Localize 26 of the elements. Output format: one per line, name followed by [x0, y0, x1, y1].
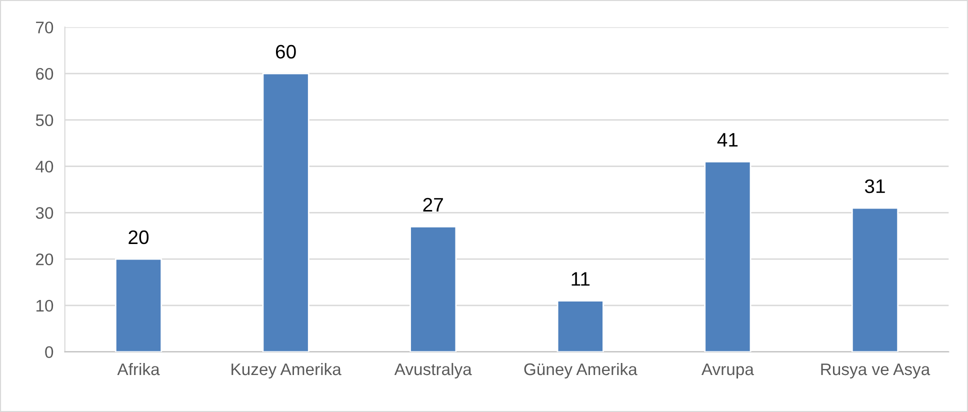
data-label: 20	[128, 230, 149, 244]
x-tick-label: Güney Amerika	[524, 362, 638, 378]
y-tick-label: 0	[45, 346, 54, 358]
x-tick-label: Avrupa	[701, 364, 754, 378]
data-label: 11	[572, 272, 590, 286]
x-tick-label: Kuzey Amerika	[232, 362, 342, 378]
bar	[410, 226, 457, 352]
y-tick-label: 70	[36, 22, 54, 34]
bar	[114, 258, 162, 352]
bar	[556, 300, 604, 352]
y-tick-label: 40	[36, 160, 54, 173]
x-tick-label: Afrika	[117, 362, 160, 376]
bar	[262, 72, 310, 352]
y-tick-label: 20	[36, 253, 54, 266]
y-tick-label: 10	[36, 300, 54, 312]
bar	[704, 160, 752, 352]
data-label: 31	[864, 179, 885, 194]
data-label: 60	[276, 44, 296, 59]
y-tick-label: 30	[36, 207, 54, 219]
y-tick-label: 50	[36, 114, 54, 126]
bar	[851, 207, 899, 352]
data-label: 27	[423, 198, 443, 212]
x-tick-label: Avustralya	[394, 362, 472, 378]
y-tick-label: 60	[36, 68, 54, 80]
data-label: 41	[717, 133, 738, 147]
x-tick-label: Rusya ve Asya	[821, 364, 930, 378]
